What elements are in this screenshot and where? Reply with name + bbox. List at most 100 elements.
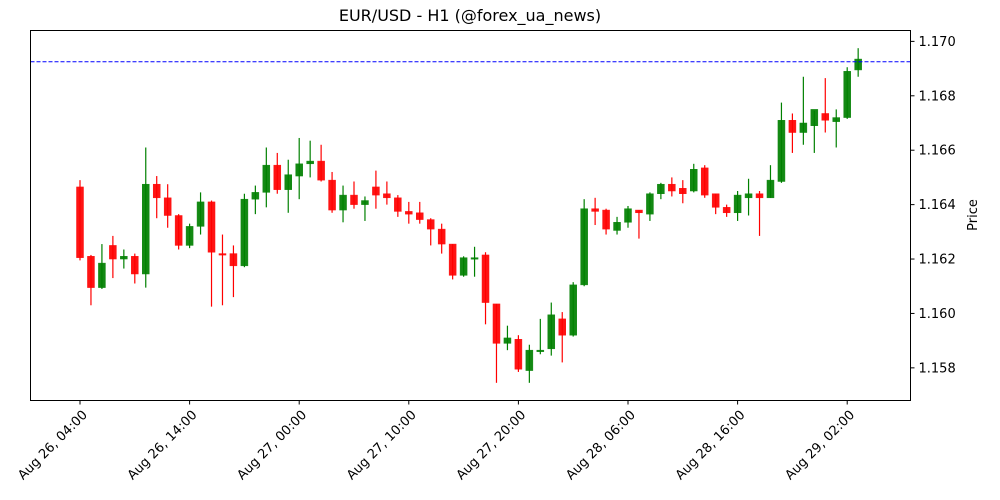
candle-body [120,256,128,260]
candle [416,201,424,224]
candle-body [613,222,621,231]
x-tick-label: Aug 26, 04:00 [15,408,91,484]
candle-body [832,117,840,122]
candle-body [843,71,851,118]
candle-body [174,215,183,246]
candle [700,165,709,198]
candle [394,195,402,217]
candle [459,256,468,277]
y-tick-label: 1.162 [919,253,956,268]
candle-body [98,262,106,288]
candle [152,176,161,219]
candle [722,204,731,217]
candle-body [185,226,194,246]
candle [383,181,391,205]
candle-body [514,339,523,370]
candle-body [284,174,292,190]
candle [163,184,172,228]
candle-body [131,256,139,275]
candle [207,200,216,307]
candle [766,165,775,199]
candle-body [142,183,150,275]
candle [755,191,764,236]
candle-body [624,208,632,223]
candle-body [394,197,402,212]
candle [525,344,534,383]
candle [426,218,435,246]
candle [295,137,303,200]
y-tick-label: 1.160 [919,307,956,322]
candle-body [799,122,808,133]
candle [646,192,654,221]
candle [361,196,369,221]
candle-body [339,194,347,211]
candle-body [405,211,413,215]
candle [317,144,325,182]
candle [580,199,588,287]
candle [185,223,194,249]
candle-body [646,193,654,215]
candle-body [635,209,643,214]
candle-body [262,164,271,193]
candle-body [328,179,336,211]
candle-body [459,257,468,276]
candle [690,163,698,193]
y-tick-label: 1.166 [919,144,956,159]
candle [536,318,545,355]
candle-body [854,58,862,71]
candle [810,109,819,153]
candle [174,214,183,250]
candle [733,191,742,221]
candle [229,245,238,298]
candle-body [361,200,369,205]
y-tick-label: 1.164 [919,198,956,213]
candle [777,102,786,183]
candle-body [426,219,435,230]
candle-body [317,160,325,181]
candle [306,140,314,178]
candle-body [470,257,479,260]
y-tick-label: 1.170 [919,35,956,50]
x-tick-label: Aug 28, 16:00 [673,408,749,484]
candle [788,113,797,153]
candle [87,254,95,306]
candle [657,182,665,200]
candle [284,159,292,213]
candle [821,78,830,133]
candle-body [251,192,260,200]
candle-body [755,193,764,199]
candle [109,235,117,279]
candle [854,48,862,77]
candle-body [76,186,84,258]
candle-body [448,243,457,276]
candle [142,147,150,288]
candle-body [788,120,797,133]
candle-body [295,163,303,177]
candle [76,180,84,261]
chart-title: EUR/USD - H1 (@forex_ua_news) [338,6,602,25]
candle-body [602,209,610,230]
candle-body [163,197,172,216]
candle [602,208,610,235]
x-tick-label: Aug 29, 02:00 [783,408,859,484]
candle [350,181,358,209]
candle-body [207,201,216,253]
y-tick-label: 1.158 [919,361,956,376]
candle [679,180,687,204]
candle-body [569,284,577,336]
candle [547,302,556,356]
candle-body [700,167,709,196]
candle-body [591,208,599,212]
candle-body [481,254,490,303]
candle-body [273,164,282,190]
candle [591,197,599,226]
candle-body [196,201,205,227]
candle-body [503,337,512,344]
candle-body [229,253,238,267]
candle [503,325,512,351]
candle [196,192,205,235]
plot-frame [30,30,911,401]
candle-body [657,183,665,194]
candle-body [722,207,731,214]
